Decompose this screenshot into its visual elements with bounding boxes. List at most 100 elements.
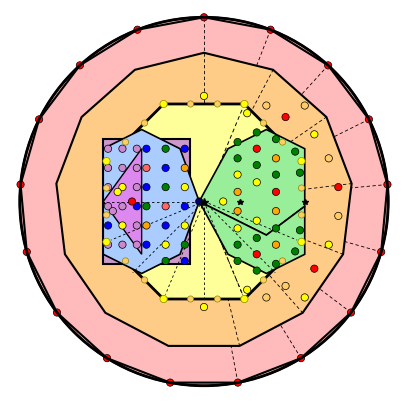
Circle shape — [325, 241, 333, 248]
Circle shape — [200, 14, 208, 21]
Circle shape — [17, 181, 24, 188]
Circle shape — [301, 102, 308, 109]
Circle shape — [298, 185, 305, 191]
Circle shape — [162, 241, 169, 248]
Circle shape — [104, 183, 112, 191]
Circle shape — [291, 148, 299, 155]
Circle shape — [253, 267, 260, 274]
Circle shape — [162, 222, 169, 229]
Circle shape — [143, 222, 150, 229]
Circle shape — [119, 203, 126, 210]
Circle shape — [234, 225, 241, 232]
Circle shape — [291, 248, 299, 255]
Circle shape — [103, 238, 110, 245]
Circle shape — [272, 135, 279, 143]
Polygon shape — [103, 129, 199, 274]
Circle shape — [122, 139, 129, 145]
Circle shape — [119, 222, 126, 229]
Circle shape — [234, 241, 241, 248]
Circle shape — [253, 161, 260, 169]
Circle shape — [23, 248, 31, 256]
Circle shape — [260, 277, 266, 283]
Circle shape — [234, 171, 241, 178]
Circle shape — [133, 222, 140, 229]
Circle shape — [162, 183, 169, 191]
Circle shape — [272, 241, 279, 248]
Circle shape — [133, 241, 140, 248]
Circle shape — [384, 181, 391, 188]
Circle shape — [160, 100, 167, 108]
Circle shape — [187, 296, 194, 302]
Circle shape — [200, 303, 208, 311]
Circle shape — [253, 145, 260, 152]
Circle shape — [119, 183, 126, 191]
Circle shape — [260, 120, 266, 126]
Circle shape — [181, 164, 188, 172]
Circle shape — [143, 241, 150, 248]
Circle shape — [104, 222, 112, 229]
Circle shape — [133, 183, 140, 191]
Circle shape — [272, 208, 279, 215]
Circle shape — [200, 92, 208, 100]
Circle shape — [181, 145, 188, 152]
Circle shape — [272, 225, 279, 232]
Circle shape — [298, 158, 305, 165]
Circle shape — [263, 294, 270, 301]
Circle shape — [297, 355, 305, 362]
Circle shape — [220, 198, 227, 205]
Circle shape — [134, 26, 141, 33]
Circle shape — [143, 164, 150, 172]
Circle shape — [114, 188, 121, 195]
Circle shape — [143, 183, 150, 191]
Circle shape — [234, 138, 241, 145]
Circle shape — [104, 145, 112, 152]
Circle shape — [335, 212, 342, 220]
Circle shape — [311, 265, 318, 272]
Circle shape — [234, 379, 242, 386]
Circle shape — [181, 241, 188, 248]
Circle shape — [244, 110, 251, 117]
Circle shape — [166, 379, 174, 386]
Circle shape — [298, 212, 305, 218]
Circle shape — [181, 258, 188, 265]
Circle shape — [335, 183, 342, 191]
Circle shape — [53, 309, 61, 316]
Circle shape — [119, 164, 126, 172]
Circle shape — [103, 158, 110, 165]
Circle shape — [103, 212, 110, 218]
Circle shape — [104, 164, 112, 172]
Circle shape — [234, 208, 241, 215]
Circle shape — [181, 222, 188, 229]
Circle shape — [282, 282, 289, 290]
Circle shape — [214, 101, 221, 107]
Circle shape — [253, 179, 260, 186]
Circle shape — [133, 203, 140, 210]
Polygon shape — [20, 17, 388, 382]
Circle shape — [301, 294, 308, 301]
Circle shape — [298, 238, 305, 245]
Circle shape — [311, 131, 318, 138]
Circle shape — [365, 116, 373, 123]
Polygon shape — [56, 53, 352, 346]
Circle shape — [119, 145, 126, 152]
Circle shape — [253, 129, 260, 136]
Polygon shape — [103, 149, 142, 254]
Circle shape — [296, 226, 304, 234]
Circle shape — [195, 198, 203, 205]
Circle shape — [181, 183, 188, 191]
Circle shape — [20, 17, 388, 386]
Circle shape — [162, 164, 169, 172]
Circle shape — [253, 251, 260, 258]
Circle shape — [296, 169, 304, 177]
Circle shape — [162, 203, 169, 210]
Circle shape — [253, 217, 260, 224]
Circle shape — [267, 26, 274, 33]
Circle shape — [133, 164, 140, 172]
Circle shape — [129, 198, 136, 205]
Circle shape — [214, 296, 221, 302]
Circle shape — [109, 208, 117, 215]
Circle shape — [279, 139, 286, 145]
Circle shape — [347, 309, 355, 316]
Circle shape — [263, 102, 270, 109]
Circle shape — [122, 258, 129, 264]
